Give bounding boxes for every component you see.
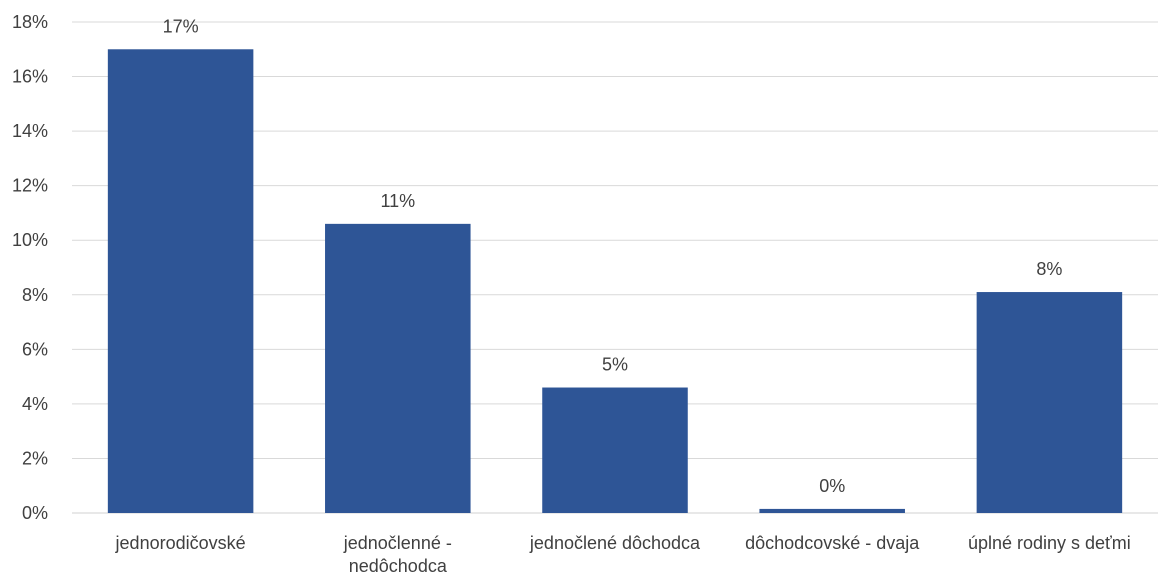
- y-axis-ticks: 0% 2% 4% 6% 8% 10% 12% 14% 16% 18%: [12, 12, 48, 523]
- bar: [976, 292, 1123, 513]
- y-tick-label: 18%: [12, 12, 48, 32]
- category-labels: jednorodičovské jednočlenné -nedôchodca je…: [115, 533, 1131, 576]
- data-label: 5%: [602, 355, 628, 375]
- data-label: 17%: [163, 16, 199, 36]
- x-tick-label: jednočlené dôchodca: [529, 533, 701, 553]
- data-label: 0%: [819, 476, 845, 496]
- y-tick-label: 8%: [22, 285, 48, 305]
- x-tick-label: dôchodcovské - dvaja: [745, 533, 920, 553]
- bar: [107, 49, 254, 514]
- y-tick-label: 2%: [22, 448, 48, 468]
- y-tick-label: 0%: [22, 503, 48, 523]
- bar: [759, 508, 905, 513]
- data-label: 11%: [380, 191, 415, 211]
- x-tick-label: jednočlenné -nedôchodca: [343, 533, 452, 576]
- x-tick-label: jednorodičovské: [115, 533, 246, 553]
- x-tick-label: úplné rodiny s deťmi: [968, 533, 1131, 553]
- y-tick-label: 10%: [12, 230, 48, 250]
- data-label: 8%: [1036, 259, 1062, 279]
- bar: [542, 387, 688, 513]
- y-tick-label: 4%: [22, 394, 48, 414]
- bars: [107, 49, 1123, 514]
- data-labels: 17% 11% 5% 0% 8%: [163, 16, 1063, 496]
- bar: [325, 223, 471, 513]
- y-tick-label: 6%: [22, 339, 48, 359]
- y-tick-label: 14%: [12, 121, 48, 141]
- y-tick-label: 16%: [12, 67, 48, 87]
- y-tick-label: 12%: [12, 176, 48, 196]
